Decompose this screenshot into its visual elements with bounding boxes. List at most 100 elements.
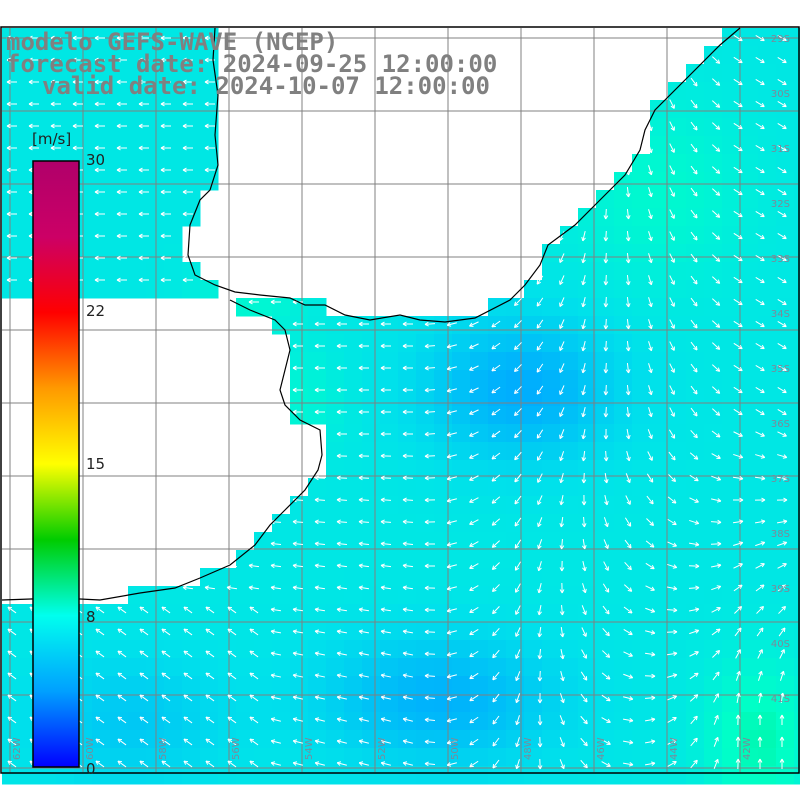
field-cell xyxy=(398,694,417,713)
wind-arrow xyxy=(491,408,501,416)
field-cell xyxy=(434,604,453,623)
field-cell xyxy=(722,496,741,515)
field-cell xyxy=(290,334,309,353)
wind-arrow xyxy=(446,476,457,481)
field-cell xyxy=(650,244,669,263)
field-cell xyxy=(488,478,507,497)
wind-arrow xyxy=(6,277,17,283)
wind-arrow xyxy=(358,695,369,700)
wind-arrow xyxy=(116,255,127,261)
wind-arrow xyxy=(116,277,127,283)
wind-arrow xyxy=(777,144,787,152)
wind-arrow xyxy=(733,254,743,262)
wind-arrow xyxy=(424,739,436,745)
field-cell xyxy=(200,640,219,659)
field-cell xyxy=(560,550,579,569)
field-cell xyxy=(740,46,759,65)
wind-arrow xyxy=(623,606,633,614)
field-cell xyxy=(632,298,651,317)
wind-arrow xyxy=(581,407,586,418)
wind-arrow xyxy=(358,475,370,481)
field-cell xyxy=(614,730,633,749)
wind-arrow xyxy=(292,321,303,327)
field-cell xyxy=(632,640,651,659)
wind-arrow xyxy=(72,145,83,151)
lat-label: 35S xyxy=(771,364,790,375)
wind-arrow xyxy=(469,738,479,746)
field-cell xyxy=(704,298,723,317)
wind-arrow xyxy=(183,760,193,768)
wind-arrow xyxy=(581,605,587,616)
field-cell xyxy=(488,388,507,407)
field-cell xyxy=(128,280,147,299)
field-cell xyxy=(416,316,435,335)
wind-arrow xyxy=(560,649,565,660)
field-cell xyxy=(776,262,795,281)
wind-arrow xyxy=(777,254,787,262)
field-cell xyxy=(776,334,795,353)
field-cell xyxy=(380,352,399,371)
field-cell xyxy=(596,658,615,677)
field-cell xyxy=(542,604,561,623)
wind-arrow xyxy=(757,692,763,704)
field-cell xyxy=(740,118,759,137)
wind-arrow xyxy=(732,497,744,503)
field-cell xyxy=(794,280,800,299)
field-cell xyxy=(56,64,75,83)
field-cell xyxy=(254,694,273,713)
field-cell xyxy=(110,694,129,713)
field-cell xyxy=(344,640,363,659)
wind-arrow xyxy=(559,560,565,572)
field-cell xyxy=(380,766,399,785)
field-cell xyxy=(128,28,147,47)
wind-arrow xyxy=(711,430,721,438)
field-cell xyxy=(704,766,723,785)
wind-arrow xyxy=(314,761,325,766)
field-cell xyxy=(236,712,255,731)
field-cell xyxy=(92,280,111,299)
field-cell xyxy=(56,766,75,785)
field-cell xyxy=(200,100,219,119)
field-cell xyxy=(506,370,525,389)
wind-arrow xyxy=(424,343,436,349)
field-cell xyxy=(380,388,399,407)
wind-arrow xyxy=(358,453,370,459)
wind-arrow xyxy=(536,363,544,373)
wind-arrow xyxy=(292,563,304,569)
wind-arrow xyxy=(336,761,347,766)
field-cell xyxy=(2,244,21,263)
wind-arrow xyxy=(514,408,522,417)
field-cell xyxy=(308,748,327,767)
field-cell xyxy=(740,280,759,299)
wind-arrow xyxy=(669,231,675,241)
wind-arrow xyxy=(94,101,105,107)
field-cell xyxy=(290,676,309,695)
wind-arrow xyxy=(336,607,348,613)
wind-arrow xyxy=(648,319,653,330)
field-cell xyxy=(362,622,381,641)
field-cell xyxy=(524,658,543,677)
field-cell xyxy=(254,658,273,677)
field-cell xyxy=(758,586,777,605)
field-cell xyxy=(416,658,435,677)
field-cell xyxy=(326,622,345,641)
wind-arrow xyxy=(622,717,634,723)
wind-speed-field xyxy=(2,28,800,785)
wind-arrow xyxy=(161,672,171,680)
field-cell xyxy=(524,460,543,479)
wind-arrow xyxy=(227,628,237,636)
wind-arrow xyxy=(94,35,105,41)
field-cell xyxy=(524,694,543,713)
lat-label: 32S xyxy=(771,199,790,210)
wind-arrow xyxy=(249,650,259,658)
field-cell xyxy=(722,766,741,785)
wind-arrow xyxy=(50,79,61,85)
wind-arrow xyxy=(624,517,632,527)
field-cell xyxy=(92,208,111,227)
wind-arrow xyxy=(380,475,392,481)
field-cell xyxy=(290,586,309,605)
field-cell xyxy=(344,316,363,335)
wind-arrow xyxy=(755,364,765,372)
field-cell xyxy=(452,622,471,641)
field-cell xyxy=(164,226,183,245)
